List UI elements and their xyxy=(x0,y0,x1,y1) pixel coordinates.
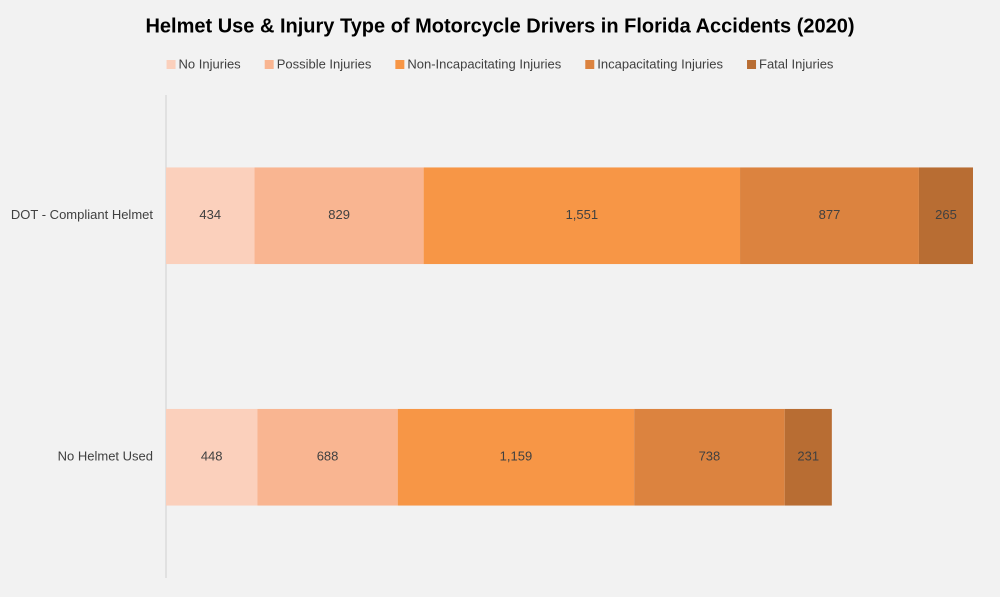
legend-label: Non-Incapacitating Injuries xyxy=(407,56,561,71)
bar-segment xyxy=(257,408,398,506)
bar-segment xyxy=(166,408,258,506)
legend-swatch xyxy=(395,60,405,69)
legend-swatch xyxy=(264,60,274,69)
bar-segment xyxy=(423,167,741,265)
y-tick-label: DOT - Compliant Helmet xyxy=(11,207,153,222)
legend-swatch xyxy=(166,60,176,69)
data-label: 688 xyxy=(317,449,339,464)
bar-segment xyxy=(254,167,424,265)
data-label: 738 xyxy=(699,449,721,464)
data-label: 877 xyxy=(819,207,841,222)
data-label: 231 xyxy=(797,449,819,464)
chart-title: Helmet Use & Injury Type of Motorcycle D… xyxy=(145,15,854,37)
bar-segment xyxy=(918,167,973,265)
data-label: 1,551 xyxy=(566,207,599,222)
bar-segment xyxy=(634,408,785,506)
data-label: 434 xyxy=(199,207,221,222)
data-label: 829 xyxy=(328,207,350,222)
data-label: 448 xyxy=(201,449,223,464)
data-label: 265 xyxy=(935,207,957,222)
bar-segment xyxy=(740,167,919,265)
legend-swatch xyxy=(585,60,595,69)
data-label: 1,159 xyxy=(500,449,533,464)
bar-segment xyxy=(166,167,255,265)
legend-swatch xyxy=(747,60,757,69)
legend-label: Incapacitating Injuries xyxy=(597,56,723,71)
legend-label: Possible Injuries xyxy=(277,56,372,71)
legend-label: Fatal Injuries xyxy=(759,56,834,71)
legend-label: No Injuries xyxy=(179,56,242,71)
bar-segment xyxy=(397,408,635,506)
y-tick-label: No Helmet Used xyxy=(58,449,153,464)
bar-segment xyxy=(784,408,832,506)
